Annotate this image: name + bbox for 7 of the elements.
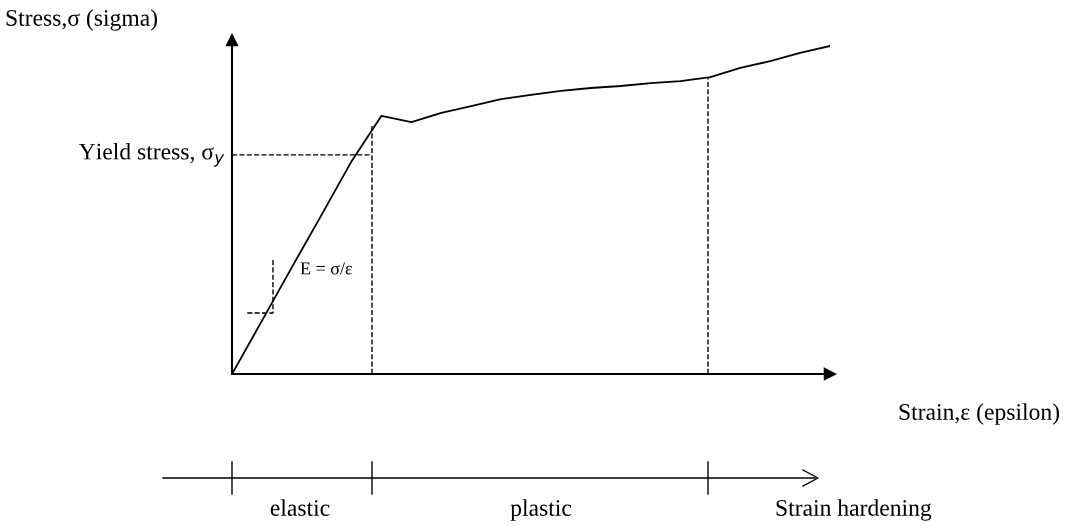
- text: elastic: [270, 499, 330, 516]
- text: plastic: [510, 499, 572, 521]
- annotation: E = σ/ε: [300, 262, 353, 275]
- text: Strain hardening: [776, 499, 932, 521]
- ref-line-label: Yield stress, σ$_{y}$: [78, 142, 225, 167]
- y-axis-title: Stress,σ (sigma): [6, 9, 158, 31]
- x-axis-title: Strain,ε (epsilon): [899, 403, 1060, 425]
